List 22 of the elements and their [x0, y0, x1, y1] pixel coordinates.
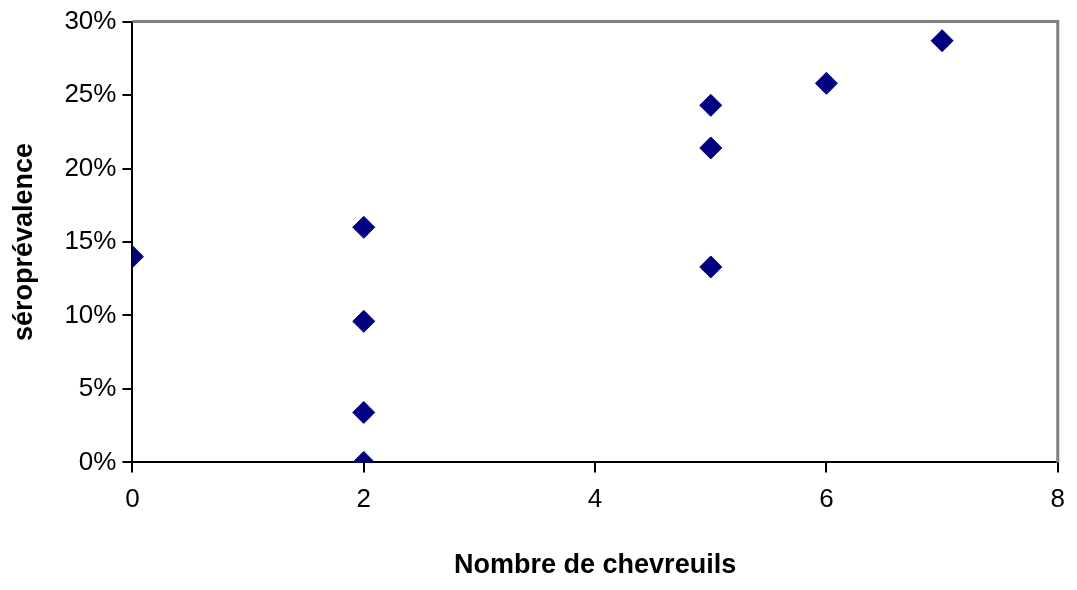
point	[814, 71, 838, 95]
x-tick-label: 4	[587, 483, 603, 514]
x-tick-label: 0	[125, 483, 140, 514]
y-tick-label: 20%	[64, 151, 117, 182]
point	[699, 255, 723, 279]
y-tick-label: 0%	[78, 445, 117, 476]
y-tick-label: 30%	[64, 4, 117, 35]
point	[699, 136, 723, 160]
x-tick-label: 6	[819, 483, 834, 514]
y-tick-label: 15%	[64, 225, 117, 256]
x-tick-label: 8	[1050, 483, 1065, 514]
point	[930, 29, 954, 53]
x-axis-title: Nombre de chevreuils	[454, 549, 737, 580]
y-tick-label: 10%	[64, 298, 117, 329]
point	[699, 93, 723, 117]
y-axis-title: séroprévalence	[7, 142, 38, 342]
y-tick-label: 5%	[78, 372, 117, 403]
point	[352, 215, 376, 239]
point	[352, 309, 376, 333]
x-tick-label: 2	[356, 483, 372, 514]
point	[352, 400, 376, 424]
y-tick-label: 25%	[64, 78, 117, 109]
